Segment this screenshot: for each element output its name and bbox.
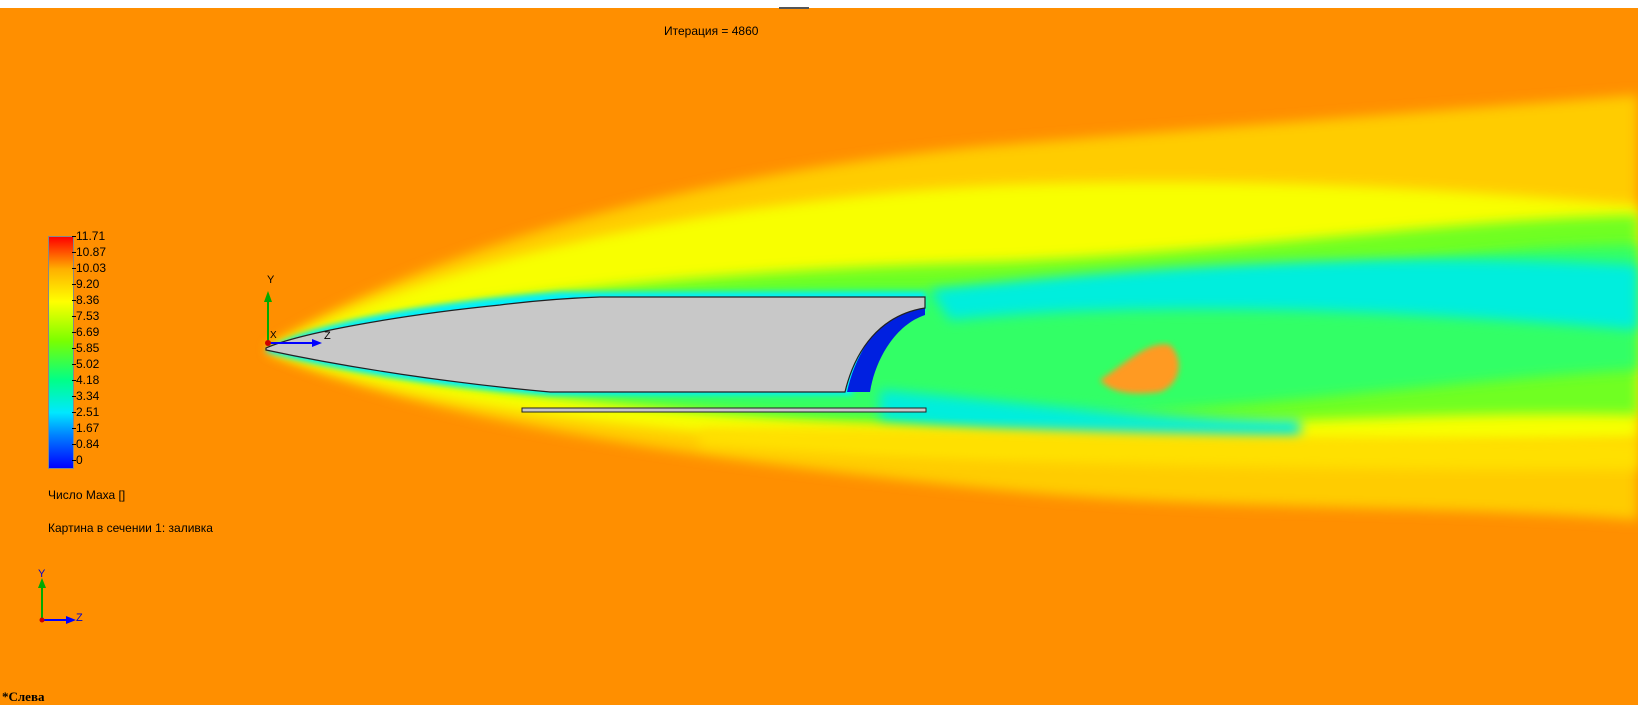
wake-cyan-region (930, 259, 1638, 330)
lower-yellow-streak (700, 427, 1638, 470)
view-triad-y-label: Y (38, 568, 46, 580)
recirculation-hotspot (1100, 344, 1179, 394)
legend-tick: 0.84 (71, 437, 100, 451)
viewport-handle[interactable] (779, 7, 809, 9)
legend-color-bar (48, 236, 74, 469)
legend-parameter-label: Число Маха [] (48, 488, 126, 502)
base-dead-zone (847, 300, 925, 392)
legend-tick: 2.51 (71, 405, 100, 419)
viewport-top-border (0, 0, 1638, 8)
view-triad-z-label: Z (76, 612, 83, 624)
local-triad-z-label: Z (324, 330, 331, 342)
iteration-label: Итерация = 4860 (664, 24, 759, 38)
legend-tick: 6.69 (71, 325, 100, 339)
legend-tick: 10.87 (71, 245, 107, 259)
legend-tick: 4.18 (71, 373, 100, 387)
legend-tick-labels: 11.71 10.87 10.03 9.20 8.36 7.53 6.69 5.… (71, 230, 136, 469)
wake-lower-cyan-region (880, 390, 1300, 442)
legend-tick: 5.02 (71, 357, 100, 371)
legend-tick: 7.53 (71, 309, 100, 323)
legend-tick: 9.20 (71, 277, 100, 291)
legend-tick: 11.71 (71, 229, 106, 243)
legend-tick: 0 (72, 453, 83, 467)
local-triad-y-label: Y (267, 274, 275, 286)
cut-plot-label: Картина в сечении 1: заливка (48, 521, 213, 535)
legend-tick: 1.67 (71, 421, 100, 435)
legend-tick: 5.85 (71, 341, 100, 355)
projectile-body (265, 296, 926, 393)
local-triad-x-label: X (270, 330, 277, 341)
view-orientation-label: *Слева (2, 689, 45, 704)
legend-tick: 10.03 (71, 261, 107, 275)
legend-tick: 8.36 (71, 293, 100, 307)
legend-tick: 3.34 (71, 389, 100, 403)
lower-plate (521, 407, 927, 413)
